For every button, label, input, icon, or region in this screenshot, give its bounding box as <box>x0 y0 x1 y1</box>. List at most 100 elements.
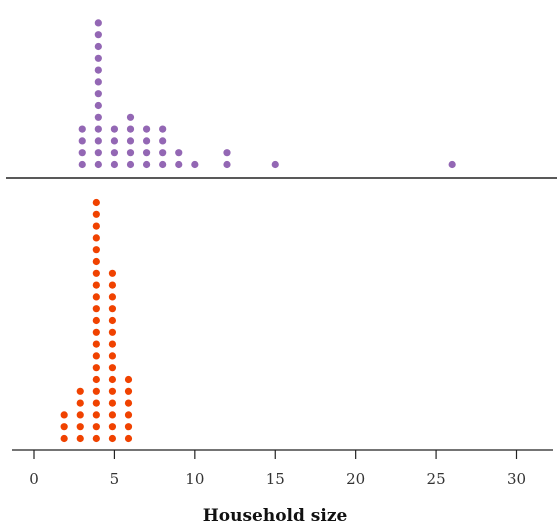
dot-top <box>110 160 119 169</box>
dot-top <box>142 160 151 169</box>
dot-bottom <box>108 269 117 277</box>
dot-bottom <box>108 364 117 372</box>
dot-top <box>94 137 102 145</box>
x-tick-label: 30 <box>507 470 526 488</box>
dot-bottom <box>76 434 84 443</box>
dot-bottom <box>92 364 100 372</box>
dot-panel-top <box>78 19 456 169</box>
dot-top <box>78 160 86 169</box>
dot-top <box>94 31 102 39</box>
dot-bottom <box>108 399 117 407</box>
dot-top <box>142 125 151 133</box>
dot-bottom <box>108 423 117 431</box>
dot-bottom <box>92 281 100 289</box>
x-tick-label: 0 <box>29 470 39 488</box>
dot-bottom <box>60 411 68 419</box>
dot-bottom <box>108 375 117 384</box>
dot-top <box>223 149 231 157</box>
dot-bottom <box>92 222 100 230</box>
dot-top <box>159 160 167 169</box>
dot-top <box>223 160 231 169</box>
dot-bottom <box>76 411 84 419</box>
dot-top <box>94 66 102 74</box>
dot-top <box>110 125 119 133</box>
dot-panel-bottom <box>60 198 133 443</box>
dot-top <box>94 160 102 169</box>
dot-top <box>175 149 183 157</box>
x-axis-title: Household size <box>203 506 348 526</box>
dot-top <box>448 160 456 169</box>
dot-bottom <box>124 387 133 395</box>
dot-bottom <box>124 375 133 384</box>
x-tick-label: 5 <box>110 470 120 488</box>
dot-top <box>78 149 86 157</box>
dot-bottom <box>108 340 117 348</box>
dot-bottom <box>92 316 100 325</box>
dot-bottom <box>124 423 133 431</box>
dot-bottom <box>124 411 133 419</box>
x-tick-label: 10 <box>185 470 204 488</box>
dot-bottom <box>76 423 84 431</box>
dot-top <box>271 160 279 169</box>
dot-bottom <box>108 328 117 336</box>
dot-top <box>78 137 86 145</box>
dot-top <box>78 125 86 133</box>
dot-top <box>94 19 102 27</box>
dot-bottom <box>92 305 100 313</box>
dot-bottom <box>92 423 100 431</box>
dot-bottom <box>60 434 68 443</box>
dot-top <box>159 125 167 133</box>
dot-bottom <box>92 210 100 218</box>
dot-bottom <box>92 269 100 277</box>
dot-bottom <box>92 293 100 301</box>
x-tick-label: 20 <box>346 470 365 488</box>
dot-bottom <box>108 352 117 360</box>
dot-bottom <box>108 387 117 395</box>
dot-bottom <box>124 434 133 443</box>
dot-top <box>159 149 167 157</box>
dot-top <box>126 137 135 145</box>
dot-bottom <box>92 234 100 242</box>
dot-bottom <box>108 434 117 443</box>
dot-top <box>110 149 119 157</box>
dot-top <box>110 137 119 145</box>
x-tick-label: 25 <box>427 470 446 488</box>
dot-top <box>94 90 102 98</box>
dot-bottom <box>108 293 117 301</box>
dot-top <box>142 149 151 157</box>
dot-bottom <box>108 281 117 289</box>
dot-top <box>126 113 135 121</box>
dot-top <box>191 160 199 169</box>
dot-bottom <box>124 399 133 407</box>
dot-bottom <box>108 305 117 313</box>
dot-bottom <box>92 434 100 443</box>
dot-bottom <box>108 316 117 325</box>
dot-bottom <box>92 399 100 407</box>
dot-top <box>175 160 183 169</box>
x-axis: 0 5 10 15 20 25 30 <box>12 449 553 488</box>
dot-bottom <box>92 352 100 360</box>
dot-bottom <box>92 411 100 419</box>
x-tick-label: 15 <box>266 470 285 488</box>
dot-bottom <box>92 328 100 336</box>
dot-top <box>126 149 135 157</box>
dot-top <box>94 54 102 62</box>
dot-bottom <box>92 198 100 207</box>
dot-bottom <box>92 246 100 254</box>
dot-bottom <box>76 399 84 407</box>
dot-top <box>94 101 102 110</box>
dot-bottom <box>108 411 117 419</box>
dot-bottom <box>92 340 100 348</box>
dot-bottom <box>92 387 100 395</box>
dot-bottom <box>92 257 100 266</box>
dot-top <box>94 78 102 86</box>
dot-top <box>94 125 102 133</box>
dot-top <box>126 160 135 169</box>
dot-top <box>126 125 135 133</box>
dot-top <box>159 137 167 145</box>
dot-bottom <box>60 423 68 431</box>
dot-top <box>94 149 102 157</box>
dot-top <box>94 42 102 51</box>
dot-top <box>142 137 151 145</box>
